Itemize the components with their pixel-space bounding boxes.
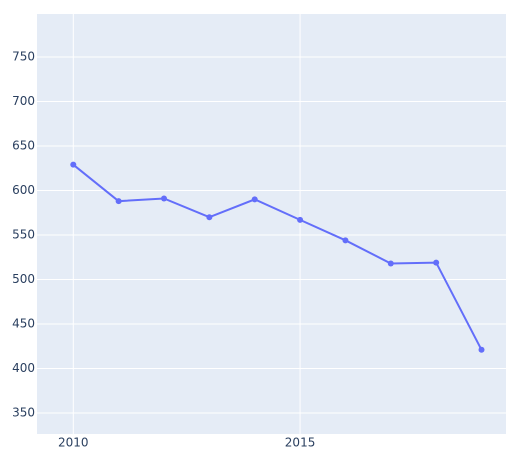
point xyxy=(478,346,485,353)
point xyxy=(297,216,304,223)
point xyxy=(206,214,213,221)
y-tick-label: 450 xyxy=(12,316,35,330)
point xyxy=(161,195,168,202)
point xyxy=(387,260,394,267)
y-tick-label: 600 xyxy=(12,183,35,197)
x-tick-label: 2010 xyxy=(58,436,89,450)
point xyxy=(342,237,349,244)
point xyxy=(115,198,122,205)
x-tick-label: 2015 xyxy=(285,436,316,450)
y-tick-label: 550 xyxy=(12,227,35,241)
point xyxy=(70,161,77,168)
y-tick-label: 650 xyxy=(12,138,35,152)
y-tick-label: 750 xyxy=(12,49,35,63)
line xyxy=(72,163,483,351)
y-tick-label: 700 xyxy=(12,94,35,108)
point xyxy=(433,259,440,266)
y-tick-label: 500 xyxy=(12,272,35,286)
y-tick-label: 350 xyxy=(12,405,35,419)
plot-area xyxy=(37,14,506,434)
y-tick-label: 400 xyxy=(12,361,35,375)
point xyxy=(251,196,258,203)
